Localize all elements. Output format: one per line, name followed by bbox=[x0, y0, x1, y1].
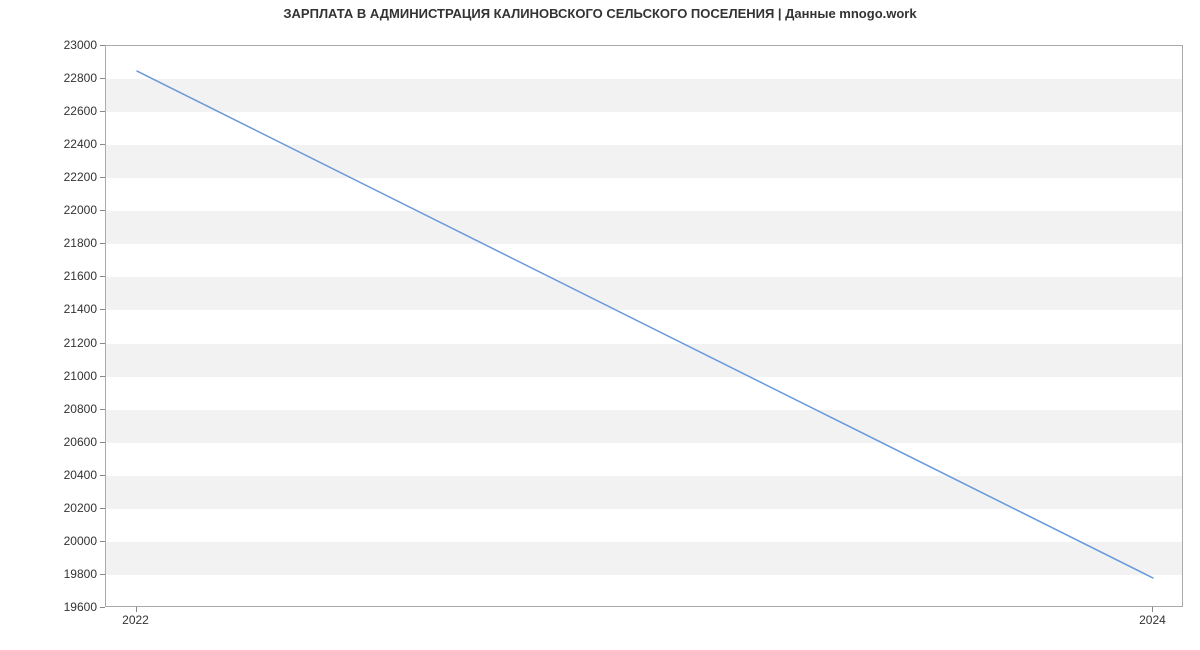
y-tick-label: 20800 bbox=[37, 402, 97, 416]
chart-title: ЗАРПЛАТА В АДМИНИСТРАЦИЯ КАЛИНОВСКОГО СЕ… bbox=[0, 6, 1200, 21]
y-tick-label: 21400 bbox=[37, 302, 97, 316]
line-series bbox=[106, 46, 1183, 607]
y-tick-label: 20000 bbox=[37, 534, 97, 548]
y-tick-mark bbox=[100, 343, 105, 344]
y-tick-label: 21600 bbox=[37, 269, 97, 283]
x-tick-mark bbox=[1152, 607, 1153, 612]
y-tick-label: 22600 bbox=[37, 104, 97, 118]
y-tick-label: 19800 bbox=[37, 567, 97, 581]
y-tick-mark bbox=[100, 78, 105, 79]
y-tick-label: 20400 bbox=[37, 468, 97, 482]
y-tick-label: 22000 bbox=[37, 203, 97, 217]
y-tick-label: 22200 bbox=[37, 170, 97, 184]
x-tick-mark bbox=[136, 607, 137, 612]
y-tick-mark bbox=[100, 574, 105, 575]
y-tick-mark bbox=[100, 376, 105, 377]
y-tick-mark bbox=[100, 475, 105, 476]
chart-container: ЗАРПЛАТА В АДМИНИСТРАЦИЯ КАЛИНОВСКОГО СЕ… bbox=[0, 0, 1200, 650]
y-tick-label: 21000 bbox=[37, 369, 97, 383]
y-tick-label: 21800 bbox=[37, 236, 97, 250]
y-tick-mark bbox=[100, 45, 105, 46]
y-tick-label: 22400 bbox=[37, 137, 97, 151]
y-tick-label: 23000 bbox=[37, 38, 97, 52]
x-tick-label: 2022 bbox=[122, 613, 149, 627]
y-tick-mark bbox=[100, 276, 105, 277]
y-tick-mark bbox=[100, 442, 105, 443]
y-tick-mark bbox=[100, 210, 105, 211]
y-tick-label: 19600 bbox=[37, 600, 97, 614]
y-tick-label: 22800 bbox=[37, 71, 97, 85]
y-tick-mark bbox=[100, 607, 105, 608]
y-tick-mark bbox=[100, 144, 105, 145]
y-tick-mark bbox=[100, 177, 105, 178]
y-tick-label: 21200 bbox=[37, 336, 97, 350]
y-tick-mark bbox=[100, 541, 105, 542]
salary-line bbox=[137, 71, 1154, 578]
y-tick-mark bbox=[100, 309, 105, 310]
y-tick-mark bbox=[100, 409, 105, 410]
y-tick-label: 20600 bbox=[37, 435, 97, 449]
y-tick-mark bbox=[100, 111, 105, 112]
x-tick-label: 2024 bbox=[1139, 613, 1166, 627]
y-tick-label: 20200 bbox=[37, 501, 97, 515]
y-tick-mark bbox=[100, 243, 105, 244]
plot-area bbox=[105, 45, 1183, 607]
y-tick-mark bbox=[100, 508, 105, 509]
